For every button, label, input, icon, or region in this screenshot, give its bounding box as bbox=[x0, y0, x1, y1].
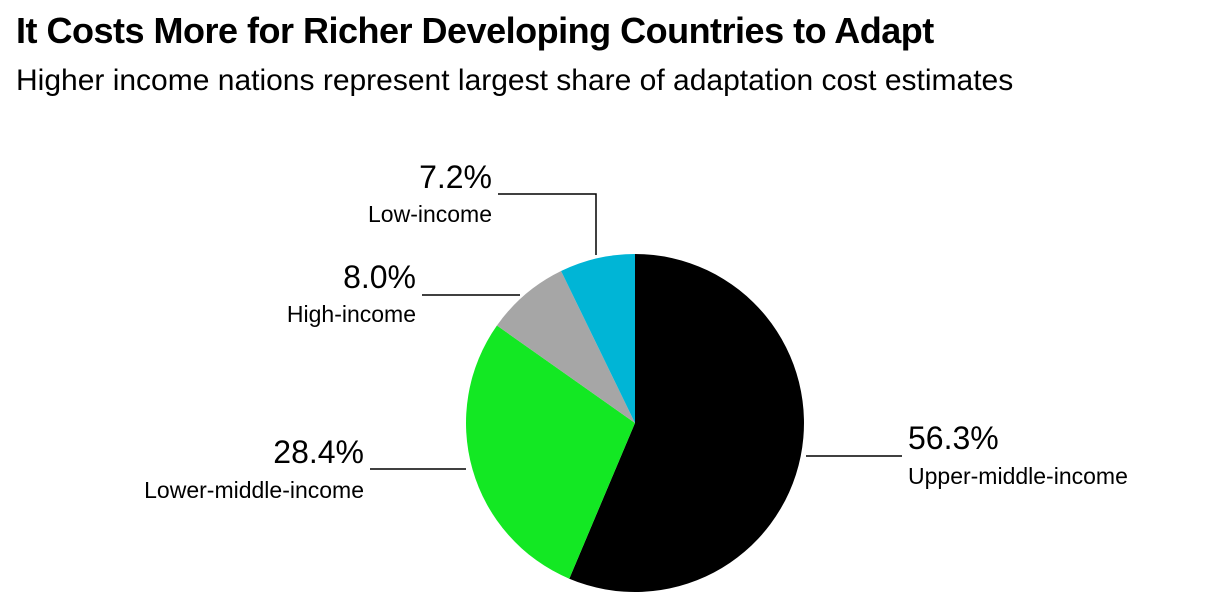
category-label-upper-middle-income: Upper-middle-income bbox=[908, 463, 1128, 489]
pie-slice-upper-middle-income bbox=[569, 254, 804, 592]
pie-slice-low-income bbox=[561, 253, 635, 423]
pie-slice-high-income bbox=[496, 271, 635, 423]
pie-slice-lower-middle-income bbox=[466, 325, 635, 579]
data-label-upper-middle-income: 56.3% bbox=[908, 420, 999, 456]
data-label-lower-middle-income: 28.4% bbox=[273, 434, 364, 470]
data-label-high-income: 8.0% bbox=[343, 259, 416, 295]
data-label-low-income: 7.2% bbox=[419, 159, 492, 195]
chart-title: It Costs More for Richer Developing Coun… bbox=[16, 10, 934, 51]
leader-line-low-income bbox=[498, 193, 597, 255]
category-label-high-income: High-income bbox=[287, 301, 416, 327]
chart-subtitle: Higher income nations represent largest … bbox=[16, 64, 1014, 97]
category-label-lower-middle-income: Lower-middle-income bbox=[144, 477, 364, 503]
category-label-low-income: Low-income bbox=[368, 201, 492, 227]
